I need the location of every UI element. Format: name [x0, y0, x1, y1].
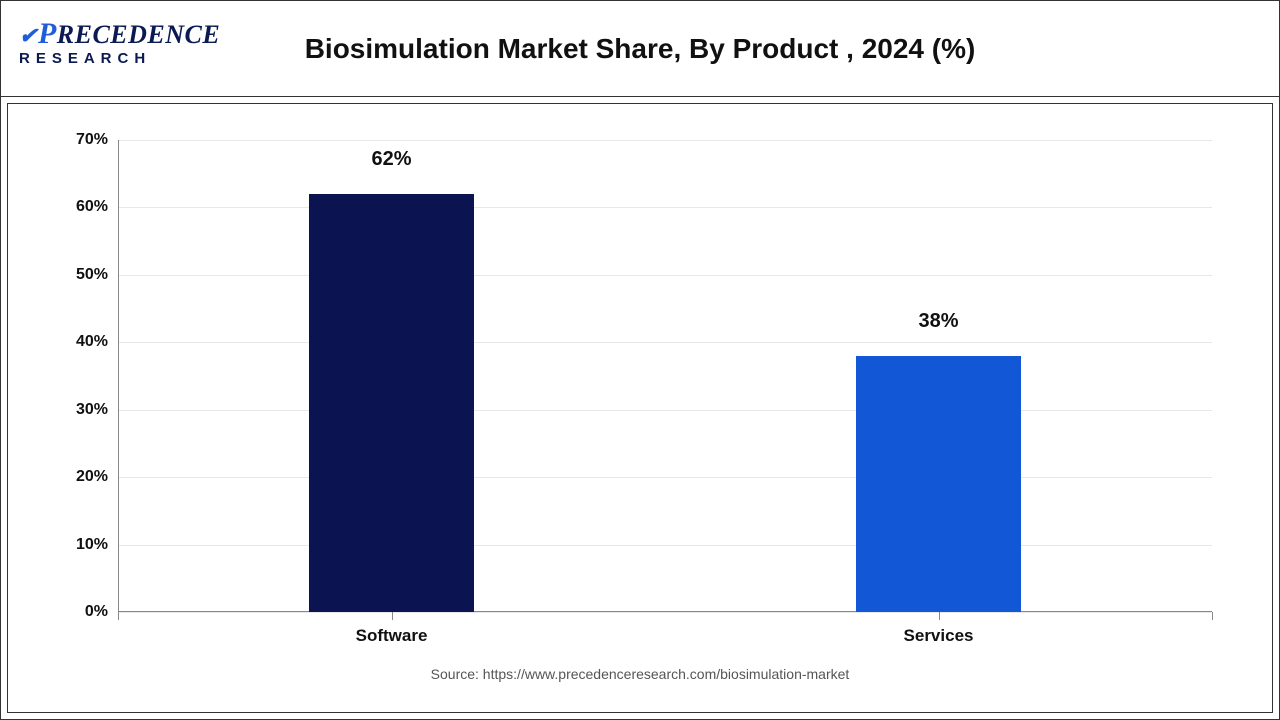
- gridline: [118, 140, 1212, 141]
- y-axis-line: [118, 140, 119, 612]
- outer-frame: ✔PRECEDENCE RESEARCH Biosimulation Marke…: [0, 0, 1280, 720]
- bar-software: [309, 194, 473, 612]
- bar-value-label: 62%: [371, 148, 411, 171]
- chart-title: Biosimulation Market Share, By Product ,…: [305, 33, 976, 65]
- x-category-label: Services: [904, 626, 974, 646]
- y-tick-label: 50%: [76, 266, 108, 284]
- gridline: [118, 275, 1212, 276]
- bar-value-label: 38%: [918, 310, 958, 333]
- x-category-label: Software: [356, 626, 428, 646]
- gridline: [118, 477, 1212, 478]
- logo-line1: ✔PRECEDENCE: [19, 19, 220, 49]
- bar-services: [856, 356, 1020, 612]
- gridline: [118, 207, 1212, 208]
- gridline: [118, 545, 1212, 546]
- y-tick-label: 10%: [76, 536, 108, 554]
- x-tick: [939, 612, 940, 620]
- logo-line2: RESEARCH: [19, 51, 220, 66]
- y-tick-label: 30%: [76, 401, 108, 419]
- chart-frame: 0% 10% 20% 30% 40% 50% 60% 70% 62% Software 38% Ser…: [7, 103, 1273, 713]
- y-tick-label: 60%: [76, 198, 108, 216]
- brand-logo: ✔PRECEDENCE RESEARCH: [19, 19, 220, 66]
- x-tick: [118, 612, 119, 620]
- x-tick: [392, 612, 393, 620]
- y-tick-label: 70%: [76, 131, 108, 149]
- header-band: ✔PRECEDENCE RESEARCH Biosimulation Marke…: [1, 1, 1279, 97]
- x-axis-line: [118, 611, 1212, 612]
- gridline: [118, 342, 1212, 343]
- source-citation: Source: https://www.precedenceresearch.c…: [8, 666, 1272, 682]
- y-tick-label: 0%: [85, 603, 108, 621]
- y-tick-label: 40%: [76, 333, 108, 351]
- y-tick-label: 20%: [76, 468, 108, 486]
- gridline: [118, 410, 1212, 411]
- gridline: [118, 612, 1212, 613]
- plot-area: 0%10%20%30%40%50%60%70%62%Software38%Ser…: [118, 140, 1212, 612]
- x-tick: [1212, 612, 1213, 620]
